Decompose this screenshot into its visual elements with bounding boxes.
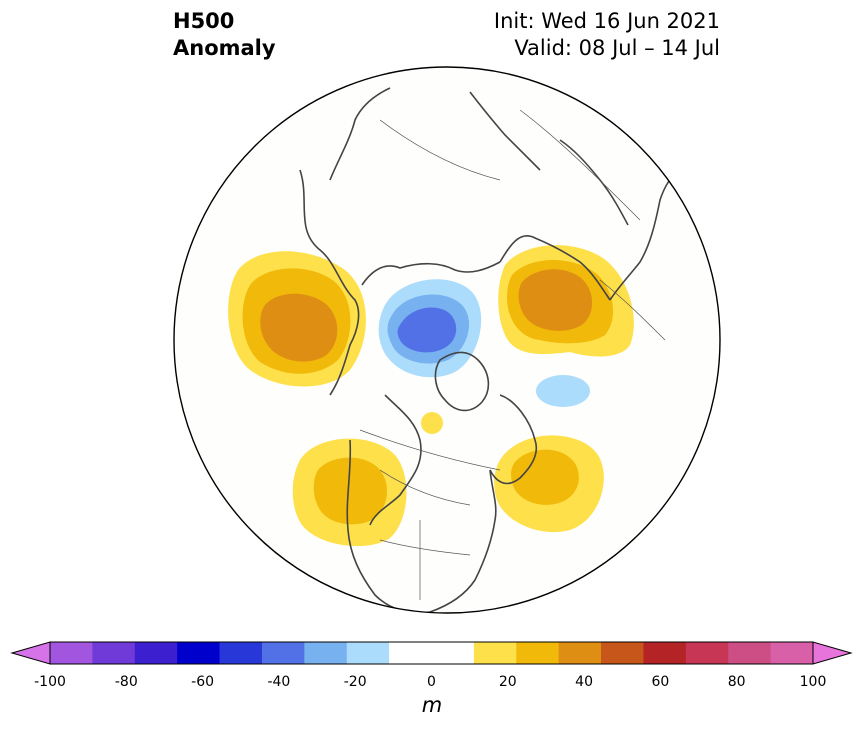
colorbar-tick-label: 60 [651,674,670,690]
colorbar-tick-label: 40 [575,674,594,690]
colorbar-tick-label: 0 [427,674,436,690]
colorbar-frame [49,641,814,665]
colorbar-swatch [643,642,687,664]
anomaly-western-russia [498,245,634,357]
colorbar-tick-label: 20 [498,674,517,690]
colorbar-swatch [601,642,644,664]
title-type: Anomaly [173,36,276,60]
colorbar-tick-label: 80 [727,674,746,690]
colorbar-tick-label: -40 [267,674,291,690]
colorbar-swatch [558,642,602,664]
colorbar-swatch [516,642,560,664]
anomaly-north-pacific [228,251,366,387]
polar-map [173,66,721,614]
colorbar-swatch [134,642,178,664]
colorbar-swatch [685,642,729,664]
political-borders [359,109,666,600]
anomaly-western-north-america [292,438,407,547]
coastlines [299,87,681,613]
colorbar-swatch [177,642,221,664]
colorbar [10,641,853,665]
colorbar-tick-label: -60 [191,674,215,690]
colorbar-swatch [304,642,348,664]
colorbar-swatch [346,642,390,664]
colorbar-swatch [261,642,305,664]
valid-dates: Valid: 08 Jul – 14 Jul [514,36,720,60]
anomaly-northern-canada [421,412,443,434]
map-title: H500 Anomaly [173,8,276,62]
date-info: Init: Wed 16 Jun 2021 Valid: 08 Jul – 14… [494,8,720,62]
title-variable: H500 [173,9,235,33]
colorbar-swatch [770,642,814,664]
colorbar-swatch [389,642,432,664]
map-boundary [173,66,721,614]
colorbar-swatch [728,642,772,664]
colorbar-swatch [431,642,475,664]
colorbar-unit: m [421,693,443,717]
anomaly-north-atlantic-negative [536,375,590,407]
colorbar-swatch [219,642,263,664]
colorbar-swatch [473,642,517,664]
colorbar-tick-label: -20 [343,674,367,690]
colorbar-tick-label: 100 [799,674,827,690]
colorbar-swatch [50,642,93,664]
colorbar-extend-min [10,641,51,665]
colorbar-extend-max [812,641,853,665]
init-date: Init: Wed 16 Jun 2021 [493,9,720,33]
anomaly-newfoundland [494,435,604,533]
colorbar-swatch [92,642,136,664]
colorbar-tick-label: -80 [114,674,138,690]
colorbar-tick-label: -100 [34,674,66,690]
